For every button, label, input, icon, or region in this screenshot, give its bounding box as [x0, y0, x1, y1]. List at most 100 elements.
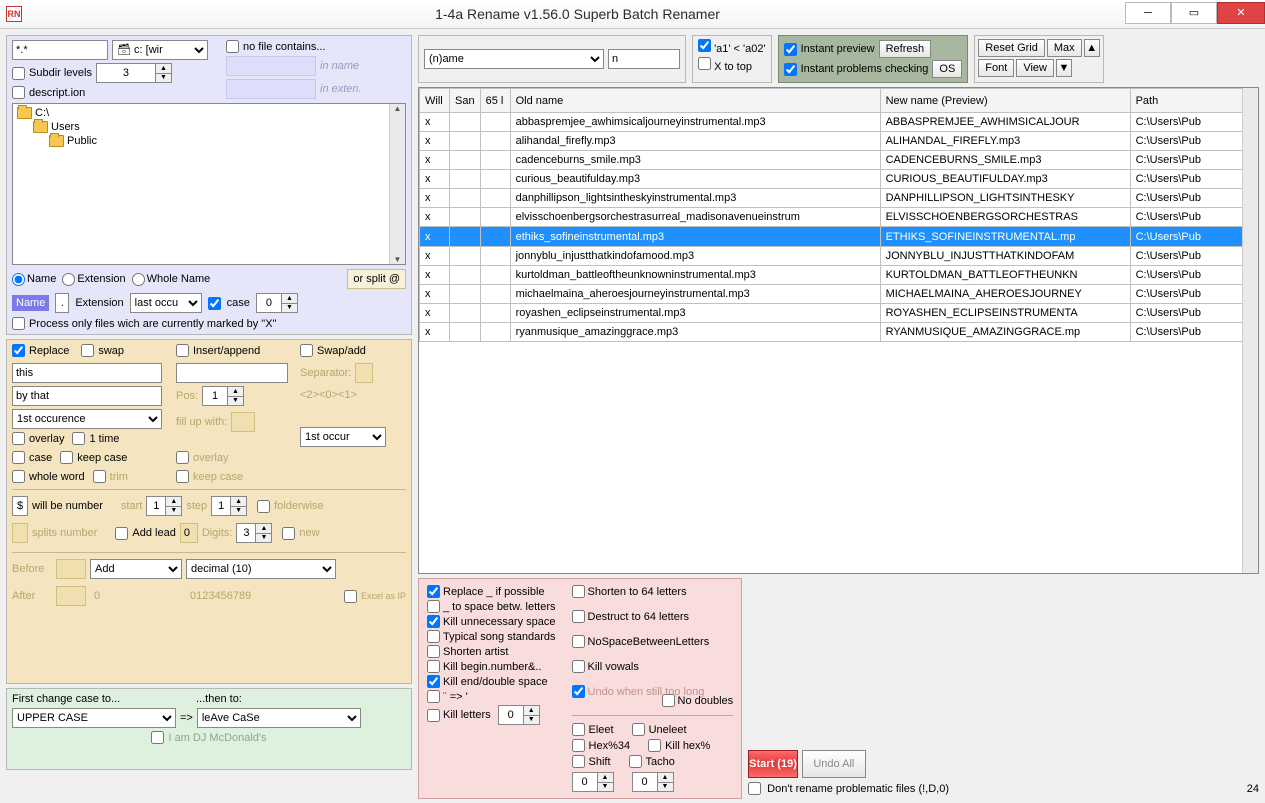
pink-opt-check[interactable] — [427, 630, 440, 643]
pink-opt-check[interactable] — [572, 660, 585, 673]
pink-opt-check[interactable] — [427, 615, 440, 628]
pink-opt-check[interactable] — [629, 755, 642, 768]
swap-check[interactable] — [81, 344, 94, 357]
keepcase-check[interactable] — [60, 451, 73, 464]
table-row[interactable]: xcadenceburns_smile.mp3CADENCEBURNS_SMIL… — [420, 151, 1258, 170]
drive-select[interactable]: 🗃 c: [wir — [112, 40, 208, 60]
nofilecontains-check[interactable] — [226, 40, 239, 53]
insert-input[interactable] — [176, 363, 288, 383]
table-row[interactable]: xcurious_beautifulday.mp3CURIOUS_BEAUTIF… — [420, 170, 1258, 189]
bythat-input[interactable] — [12, 386, 162, 406]
swapadd-check[interactable] — [300, 344, 313, 357]
table-row[interactable]: xdanphillipson_lightsintheskyinstrumenta… — [420, 189, 1258, 208]
start-button[interactable]: Start (19) — [748, 750, 798, 778]
instantprob-check[interactable] — [784, 63, 797, 76]
killletters-spinner[interactable]: ▲▼ — [498, 705, 540, 725]
inexten-input[interactable] — [226, 79, 316, 99]
folder-tree[interactable]: C:\ Users Public ▲▼ — [12, 103, 406, 265]
fill-input[interactable] — [231, 412, 255, 432]
pink-opt-check[interactable] — [427, 690, 440, 703]
case2-select[interactable]: leAve CaSe — [197, 708, 361, 728]
digits-spinner[interactable]: ▲▼ — [236, 523, 272, 543]
descript-check[interactable] — [12, 86, 25, 99]
col-will[interactable]: Will — [420, 89, 450, 113]
dj-check[interactable] — [151, 731, 164, 744]
this-input[interactable] — [12, 363, 162, 383]
table-row[interactable]: xelvisschoenbergsorchestrasurreal_madiso… — [420, 208, 1258, 227]
table-row[interactable]: xethiks_sofineinstrumental.mp3ETHIKS_SOF… — [420, 227, 1258, 247]
file-grid[interactable]: Will San 65 l Old name New name (Preview… — [418, 87, 1259, 574]
table-row[interactable]: xkurtoldman_battleoftheunknowninstrument… — [420, 266, 1258, 285]
col-new[interactable]: New name (Preview) — [880, 89, 1130, 113]
pink-opt-check[interactable] — [427, 709, 440, 722]
table-row[interactable]: xabbaspremjee_awhimsicaljourneyinstrumen… — [420, 113, 1258, 132]
pink-opt-check[interactable] — [572, 685, 585, 698]
pink-opt-check[interactable] — [632, 723, 645, 736]
col-65[interactable]: 65 l — [480, 89, 510, 113]
refresh-button[interactable]: Refresh — [879, 40, 932, 58]
n-input[interactable] — [608, 49, 680, 69]
folderwise-check[interactable] — [257, 500, 270, 513]
pink-opt-check[interactable] — [572, 635, 585, 648]
nodoubles-check[interactable] — [662, 694, 675, 707]
pink-opt-check[interactable] — [572, 585, 585, 598]
pink-opt-check[interactable] — [427, 675, 440, 688]
shift-spinner[interactable]: ▲▼ — [572, 772, 614, 792]
trim-check[interactable] — [93, 470, 106, 483]
scope-ext-radio[interactable] — [62, 273, 75, 286]
replace-check[interactable] — [12, 344, 25, 357]
occ2-select[interactable]: 1st occur — [300, 427, 386, 447]
font-button[interactable]: Font — [978, 59, 1014, 77]
process-marked-check[interactable] — [12, 317, 25, 330]
maximize-button[interactable]: ▭ — [1171, 2, 1217, 24]
keep2-check[interactable] — [176, 470, 189, 483]
occurence-select[interactable]: 1st occurence — [12, 409, 162, 429]
scope-name-radio[interactable] — [12, 273, 25, 286]
tree-node[interactable]: C:\ — [35, 107, 49, 119]
pink-opt-check[interactable] — [572, 723, 585, 736]
dontrename-check[interactable] — [748, 782, 761, 795]
step-spinner[interactable]: ▲▼ — [211, 496, 247, 516]
pink-opt-check[interactable] — [427, 645, 440, 658]
grid-scrollbar[interactable] — [1242, 88, 1258, 573]
sep-input[interactable] — [355, 363, 373, 383]
tree-node[interactable]: Users — [51, 121, 80, 133]
resetgrid-button[interactable]: Reset Grid — [978, 39, 1045, 57]
xtop-check[interactable] — [698, 57, 711, 70]
addlead-check[interactable] — [115, 527, 128, 540]
case-check[interactable] — [208, 297, 221, 310]
overlay2-check[interactable] — [176, 451, 189, 464]
os-button[interactable]: OS — [932, 60, 962, 78]
pink-opt-check[interactable] — [427, 660, 440, 673]
numsym-input[interactable] — [12, 496, 28, 516]
pink-opt-check[interactable] — [572, 610, 585, 623]
max-button[interactable]: Max — [1047, 39, 1082, 57]
pattern-input[interactable] — [12, 40, 108, 60]
onetime-check[interactable] — [72, 432, 85, 445]
pink-opt-check[interactable] — [572, 755, 585, 768]
decimal-select[interactable]: decimal (10) — [186, 559, 336, 579]
overlay-check[interactable] — [12, 432, 25, 445]
split-spinner[interactable]: ▲▼ — [256, 293, 298, 313]
pink-opt-check[interactable] — [427, 585, 440, 598]
col-path[interactable]: Path — [1130, 89, 1257, 113]
splits-input[interactable] — [12, 523, 28, 543]
dot-input[interactable] — [55, 293, 69, 313]
lead-input[interactable] — [180, 523, 198, 543]
view-button[interactable]: View — [1016, 59, 1054, 77]
case2-check[interactable] — [12, 451, 25, 464]
minimize-button[interactable]: ─ — [1125, 2, 1171, 24]
excel-check[interactable] — [344, 590, 357, 603]
wholeword-check[interactable] — [12, 470, 25, 483]
close-button[interactable]: ✕ — [1217, 2, 1265, 24]
instantpreview-check[interactable] — [784, 43, 797, 56]
col-san[interactable]: San — [450, 89, 481, 113]
pos-spinner[interactable]: ▲▼ — [202, 386, 244, 406]
table-row[interactable]: xalihandal_firefly.mp3ALIHANDAL_FIREFLY.… — [420, 132, 1258, 151]
namefield-select[interactable]: (n)ame — [424, 49, 604, 69]
pink-opt-check[interactable] — [572, 739, 585, 752]
a1-check[interactable] — [698, 39, 711, 52]
subdir-check[interactable] — [12, 67, 25, 80]
start-spinner[interactable]: ▲▼ — [146, 496, 182, 516]
after-input[interactable] — [56, 586, 86, 606]
